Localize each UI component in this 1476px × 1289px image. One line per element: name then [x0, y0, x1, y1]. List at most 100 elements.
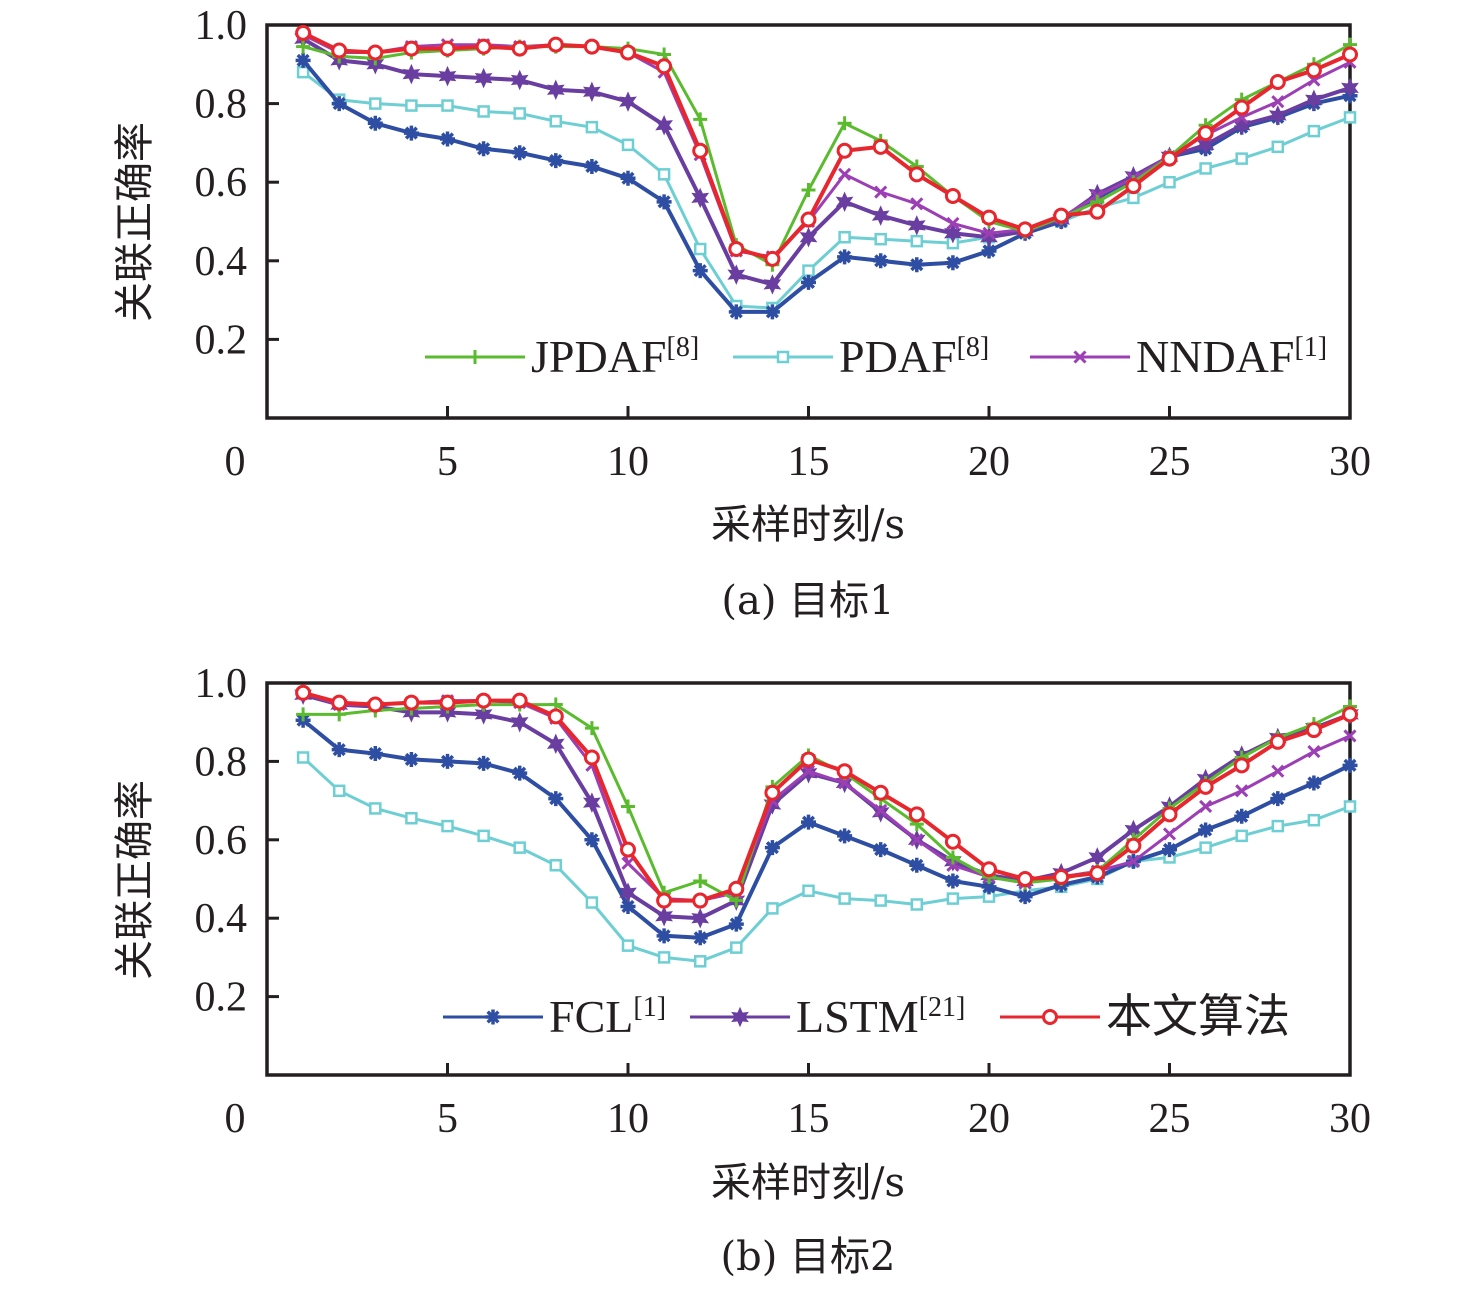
data-point [1305, 722, 1322, 739]
data-point [367, 44, 384, 61]
legend-name: JPDAF [531, 331, 667, 382]
data-point [546, 733, 565, 755]
data-point [1342, 46, 1358, 63]
legend-name: 本文算法 [1106, 989, 1290, 1043]
x-tick-label: 25 [1149, 439, 1191, 485]
y-tick-label: 1.0 [195, 3, 248, 49]
series-plus [296, 37, 1357, 272]
data-point [1269, 733, 1286, 750]
data-point [764, 784, 781, 801]
data-point [403, 40, 420, 57]
data-point [944, 187, 961, 204]
data-point [909, 857, 925, 873]
series-x [296, 686, 1357, 908]
data-point [1197, 125, 1214, 142]
data-point [511, 40, 528, 57]
data-point [910, 833, 924, 847]
data-point [474, 67, 493, 89]
data-point [1307, 745, 1321, 759]
data-point [656, 58, 673, 75]
data-point [1307, 813, 1321, 827]
data-point [403, 694, 420, 711]
data-point [475, 38, 492, 55]
data-point [403, 751, 419, 767]
data-point [728, 880, 745, 897]
data-point [475, 692, 492, 709]
data-point [1197, 778, 1214, 795]
data-point [728, 304, 744, 320]
legend-name: FCL [549, 991, 633, 1042]
data-point [763, 274, 782, 295]
data-point [584, 158, 600, 174]
y-axis-label: 关联正确率 [112, 122, 158, 322]
data-point [1053, 207, 1070, 224]
data-point [331, 742, 347, 758]
x-tick-label: 5 [437, 439, 458, 485]
x-tick-label: 0 [225, 439, 246, 485]
data-point [1343, 729, 1357, 743]
data-point [657, 168, 671, 181]
data-point [1161, 150, 1178, 167]
legend-marker [468, 350, 482, 364]
data-point [331, 694, 348, 711]
data-point [1271, 140, 1285, 154]
data-point [441, 819, 454, 833]
data-point [836, 763, 853, 780]
data-point [296, 65, 310, 79]
data-point [296, 751, 310, 764]
data-point [331, 42, 348, 59]
data-point [908, 166, 925, 183]
series-line [303, 703, 1351, 903]
series-line [302, 31, 1351, 261]
data-point [1233, 99, 1250, 116]
data-point [1235, 152, 1248, 165]
series-line [302, 690, 1351, 903]
data-point [621, 138, 635, 152]
series-line [302, 37, 1351, 287]
data-point [800, 211, 817, 228]
data-point [403, 125, 419, 141]
data-point [801, 764, 816, 778]
data-point [367, 115, 383, 131]
chart-panel-b: 0.2 0.4 0.6 0.8 1.0 0 5 10 15 20 25 30 FCL[1] LSTM[2… [112, 661, 1371, 1280]
data-point [584, 721, 599, 736]
data-point [909, 257, 925, 273]
legend-ref: [8] [667, 332, 700, 363]
data-point [369, 802, 382, 815]
data-point [764, 840, 780, 856]
data-point [838, 892, 851, 905]
data-point [1162, 827, 1177, 841]
x-tick-label: 25 [1149, 1096, 1191, 1142]
data-point [332, 784, 346, 798]
data-point [802, 884, 815, 898]
data-point [981, 861, 997, 878]
data-point [405, 99, 418, 112]
data-point [1125, 178, 1142, 195]
data-point [620, 170, 636, 186]
x-tick-label: 5 [437, 1096, 458, 1142]
data-point [1269, 73, 1286, 90]
data-point [764, 304, 780, 320]
data-point [510, 69, 529, 91]
data-point [546, 79, 565, 101]
data-point [656, 892, 673, 909]
data-point [1161, 806, 1178, 823]
data-point [802, 264, 815, 277]
data-point [910, 197, 924, 211]
data-point [981, 243, 997, 259]
data-point [549, 859, 563, 872]
data-point [583, 749, 600, 766]
data-point [692, 930, 708, 946]
data-point [838, 776, 852, 790]
x-tick-label: 20 [968, 1096, 1010, 1142]
data-point [296, 707, 311, 722]
plot-area: 0.2 0.4 0.6 0.8 1.0 0 5 10 15 20 25 30 [195, 3, 1372, 485]
legend-label: JPDAF[8] [531, 331, 699, 382]
data-point [1235, 784, 1249, 798]
legend-entry: 本文算法 [1000, 989, 1290, 1043]
legend-marker [1042, 1009, 1058, 1025]
data-point [1270, 791, 1286, 807]
legend-marker [731, 1006, 749, 1028]
data-point [1271, 819, 1285, 833]
